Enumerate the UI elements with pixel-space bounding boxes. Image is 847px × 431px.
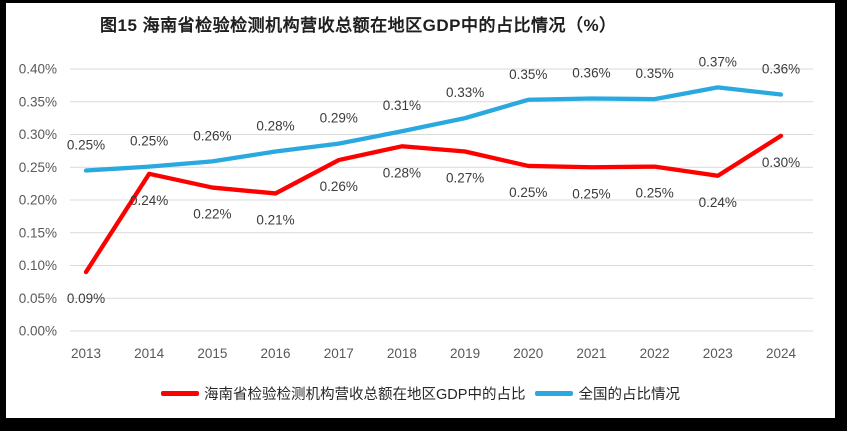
legend-label-national: 全国的占比情况: [578, 387, 680, 403]
data-label: 0.28%: [383, 165, 421, 180]
legend-item-hainan: 海南省检验检测机构营收总额在地区GDP中的占比: [161, 383, 525, 404]
series-line-national: [83, 85, 784, 173]
y-axis-tick: 0.40%: [19, 62, 57, 77]
x-axis-tick: 2018: [387, 346, 417, 361]
legend-swatch-hainan: [161, 391, 200, 396]
data-label: 0.26%: [320, 179, 358, 194]
y-axis-tick: 0.30%: [19, 127, 57, 142]
legend-label-hainan: 海南省检验检测机构营收总额在地区GDP中的占比: [204, 387, 526, 403]
data-label: 0.36%: [572, 65, 610, 80]
legend-swatch-national: [535, 391, 574, 396]
x-axis-tick: 2014: [134, 346, 165, 361]
y-axis-tick: 0.00%: [19, 324, 57, 339]
data-label: 0.25%: [509, 185, 547, 200]
x-axis-tick: 2017: [324, 346, 354, 361]
legend-item-national: 全国的占比情况: [535, 383, 680, 404]
data-label: 0.21%: [256, 212, 294, 227]
legend: 海南省检验检测机构营收总额在地区GDP中的占比 全国的占比情况: [6, 383, 835, 404]
x-axis-tick: 2023: [703, 346, 733, 361]
data-label: 0.26%: [193, 128, 231, 143]
y-axis-tick: 0.05%: [19, 291, 57, 306]
x-axis-tick: 2020: [513, 346, 543, 361]
chart-plot-area: 0.00% 0.05% 0.10% 0.15% 0.20% 0.25% 0.30% 0.35%…: [19, 54, 813, 361]
y-axis-tick: 0.25%: [19, 160, 57, 175]
x-axis-tick: 2016: [261, 346, 291, 361]
x-axis-tick: 2013: [71, 346, 101, 361]
data-label: 0.28%: [256, 119, 294, 134]
data-label: 0.37%: [699, 54, 737, 69]
y-axis-tick: 0.15%: [19, 225, 57, 240]
data-label: 0.25%: [635, 186, 673, 201]
data-label: 0.27%: [446, 171, 484, 186]
x-axis-tick: 2019: [450, 346, 480, 361]
x-axis-tick: 2022: [640, 346, 670, 361]
data-label: 0.35%: [635, 66, 673, 81]
y-axis-tick: 0.35%: [19, 94, 57, 109]
data-label: 0.33%: [446, 85, 484, 100]
data-label: 0.24%: [699, 195, 737, 210]
data-label: 0.30%: [762, 155, 800, 170]
data-label: 0.35%: [509, 67, 547, 82]
y-axis-tick: 0.10%: [19, 258, 57, 273]
y-axis-tick: 0.20%: [19, 193, 57, 208]
data-label: 0.36%: [762, 62, 800, 77]
data-label: 0.24%: [130, 193, 168, 208]
data-label: 0.25%: [67, 138, 105, 153]
data-label: 0.09%: [67, 291, 105, 306]
data-label: 0.29%: [320, 111, 358, 126]
chart-title: 图15 海南省检验检测机构营收总额在地区GDP中的占比情况（%）: [100, 16, 617, 35]
data-label: 0.31%: [383, 98, 421, 113]
x-axis-tick: 2015: [197, 346, 227, 361]
chart-canvas: 图15 海南省检验检测机构营收总额在地区GDP中的占比情况（%） 0.00% 0.…: [6, 3, 835, 418]
data-label: 0.22%: [193, 207, 231, 222]
data-label: 0.25%: [572, 186, 610, 201]
series-line-hainan: [83, 133, 784, 275]
data-label: 0.25%: [130, 134, 168, 149]
x-axis-tick: 2021: [576, 346, 606, 361]
x-axis-tick: 2024: [766, 346, 797, 361]
